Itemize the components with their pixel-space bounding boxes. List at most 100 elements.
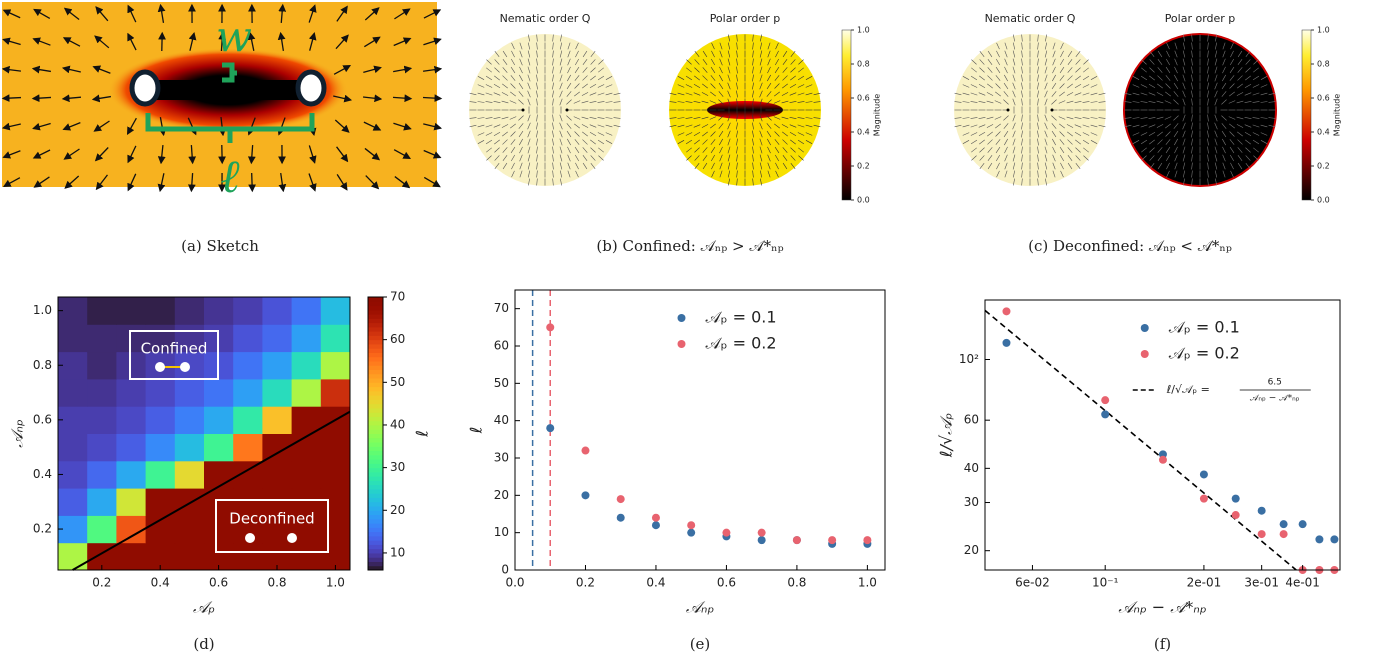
director [1207,146,1209,154]
director [693,100,701,104]
director [752,98,754,106]
director [1157,75,1163,81]
director [710,83,716,89]
arrow [127,145,137,164]
director [1157,67,1163,73]
director [767,162,771,170]
director [605,117,613,119]
arrow [95,174,108,191]
arrow [393,37,412,47]
director [1207,50,1209,58]
director [759,42,763,50]
arrow [31,94,52,103]
director [759,154,763,162]
director [677,140,685,144]
director [1052,74,1056,82]
director [1074,100,1082,104]
colorbar-step [368,531,383,537]
director [527,162,531,170]
director [552,98,554,106]
director [694,67,700,73]
director [736,42,738,50]
director [536,66,538,74]
director [560,178,562,186]
colorbar-step [368,382,383,388]
director [536,50,538,58]
defect [565,108,569,112]
director [1141,147,1147,153]
director [1174,154,1178,162]
director [759,114,763,122]
director [1165,66,1171,74]
director [1059,154,1065,162]
director [813,101,821,103]
director [1082,132,1090,136]
director [527,82,531,90]
director [789,116,797,120]
heatmap-cell [87,488,117,516]
director [797,84,805,88]
director [954,92,962,96]
director [494,67,500,73]
director [701,116,709,120]
director [677,101,685,103]
director [597,132,605,136]
arrow [61,65,81,74]
director [536,122,538,130]
heatmap-cell [58,378,88,407]
director [1174,74,1178,82]
director [978,100,986,104]
director [566,91,572,97]
colorbar-tick-label: 40 [390,417,405,431]
director [589,92,597,96]
panel-title: Nematic order Q [985,12,1076,25]
director [752,74,754,82]
director [590,75,596,81]
director [774,91,780,97]
director [701,92,709,96]
director [736,122,738,130]
director [552,66,554,74]
director [702,147,708,153]
legend-label: 𝒜ₚ = 0.1 [1169,318,1240,337]
director [1173,99,1179,105]
director [774,123,780,129]
director [797,124,805,128]
director [1229,91,1235,97]
director [970,139,978,145]
heatmap-cell [87,351,117,380]
colorbar-step [368,552,383,558]
director [1229,146,1235,154]
director [1066,92,1074,96]
director [1207,98,1209,106]
y-tick-label: 40 [494,413,509,427]
director [736,114,738,122]
heatmap-cell [262,297,293,325]
director [574,123,580,129]
director [1207,130,1209,138]
heatmap-cell [233,406,263,434]
director [552,82,554,90]
director [1173,115,1179,121]
director [987,139,993,145]
director [694,75,700,81]
arrow [157,3,166,23]
director [589,83,597,89]
director [1182,138,1186,146]
director [759,138,763,146]
annotation-box [129,330,219,380]
director [1229,75,1235,81]
arrow [188,31,197,51]
director [669,117,677,119]
director [1124,92,1132,96]
x-tick-label: 0.4 [151,576,170,590]
director [1236,116,1244,120]
director [1004,162,1008,170]
director [994,100,1002,104]
director [552,122,554,130]
director [971,147,977,153]
director [559,170,563,178]
director [1083,147,1089,153]
x-tick-label: 0.6 [209,576,228,590]
director [709,116,717,120]
